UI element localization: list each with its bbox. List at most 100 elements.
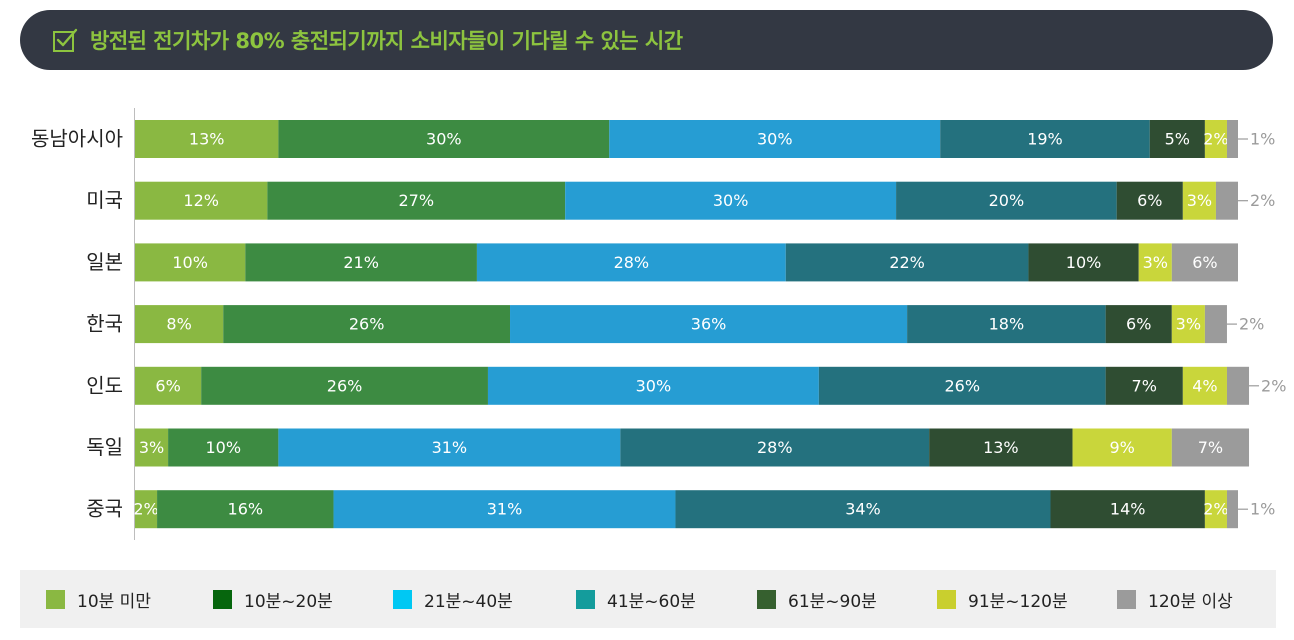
data-label: 10% bbox=[205, 438, 241, 457]
data-label: 18% bbox=[989, 315, 1025, 334]
bar-segment bbox=[1050, 490, 1205, 529]
legend-swatch bbox=[46, 589, 65, 609]
data-label: 2% bbox=[133, 500, 158, 519]
data-label: 26% bbox=[327, 376, 363, 395]
data-label: 13% bbox=[983, 438, 1019, 457]
bar-segment bbox=[1028, 243, 1139, 282]
bar-segment bbox=[476, 243, 786, 282]
legend-label: 61분~90분 bbox=[788, 591, 877, 612]
bar-segment bbox=[1149, 120, 1205, 158]
data-label: 31% bbox=[432, 438, 468, 457]
legend-label: 10분~20분 bbox=[244, 591, 333, 612]
category-label: 독일 bbox=[86, 435, 123, 459]
data-label: 30% bbox=[713, 191, 749, 210]
data-label: 19% bbox=[1027, 130, 1063, 149]
bar-segment bbox=[1215, 181, 1238, 220]
bar-segment bbox=[896, 181, 1117, 220]
data-label: 7% bbox=[1132, 376, 1157, 395]
category-label: 인도 bbox=[86, 373, 123, 397]
legend-swatch bbox=[757, 589, 776, 609]
data-label: 1% bbox=[1250, 500, 1275, 519]
chart-legend: 10분 미만 10분~20분 21분~40분 41분~60분 61분~90분 91분~12… bbox=[20, 570, 1276, 628]
legend-item: 21분~40분 bbox=[393, 570, 513, 628]
category-label: 동남아시아 bbox=[31, 127, 123, 151]
bar-segment bbox=[135, 181, 268, 220]
category-label: 일본 bbox=[86, 250, 123, 274]
bar-segment bbox=[135, 490, 158, 529]
category-label: 미국 bbox=[86, 188, 123, 212]
bar-segment bbox=[135, 366, 202, 405]
data-label: 6% bbox=[1126, 315, 1151, 334]
legend-item: 120분 이상 bbox=[1117, 570, 1233, 628]
data-label: 31% bbox=[487, 500, 523, 519]
bar-segment bbox=[785, 243, 1029, 282]
checkbox-icon bbox=[53, 28, 78, 52]
data-label: 2% bbox=[1250, 191, 1275, 210]
data-label: 2% bbox=[1203, 130, 1228, 149]
data-label: 9% bbox=[1109, 438, 1134, 457]
data-label: 10% bbox=[1066, 253, 1102, 272]
bar-segment bbox=[201, 366, 488, 405]
data-label: 2% bbox=[1261, 376, 1286, 395]
data-label: 14% bbox=[1110, 500, 1146, 519]
bar-segment bbox=[510, 305, 908, 344]
bar-segment bbox=[278, 120, 610, 158]
data-label: 6% bbox=[1192, 253, 1217, 272]
bar-segment bbox=[1105, 305, 1172, 344]
bar-segment bbox=[1171, 243, 1238, 282]
bar-segment bbox=[223, 305, 511, 344]
legend-item: 10분 미만 bbox=[46, 570, 151, 628]
data-label: 30% bbox=[757, 130, 793, 149]
bar-segment bbox=[245, 243, 477, 282]
data-label: 28% bbox=[757, 438, 793, 457]
stacked-bar-chart: 동남아시아 13% 30% 30% 19% 5% 2% 1% 미국 12% 27% 30% 20% 6% 3… bbox=[31, 108, 1286, 540]
data-label: 22% bbox=[889, 253, 925, 272]
legend-swatch bbox=[576, 589, 595, 609]
bar-segment bbox=[1204, 120, 1227, 158]
bar-segment bbox=[1171, 305, 1205, 344]
legend-label: 41분~60분 bbox=[607, 591, 696, 612]
data-label: 5% bbox=[1165, 130, 1190, 149]
legend-swatch bbox=[1117, 589, 1136, 609]
bar-segment bbox=[609, 120, 941, 158]
bar-segment bbox=[487, 366, 819, 405]
bar-segment bbox=[818, 366, 1106, 405]
bar-segment bbox=[1116, 181, 1183, 220]
bar-segment bbox=[135, 120, 279, 158]
data-label: 20% bbox=[989, 191, 1025, 210]
data-label: 3% bbox=[139, 438, 164, 457]
data-label: 30% bbox=[426, 130, 462, 149]
bar-segment bbox=[168, 428, 279, 467]
bar-segment bbox=[267, 181, 566, 220]
data-label: 34% bbox=[845, 500, 881, 519]
bar-segment bbox=[1072, 428, 1172, 467]
bar-segment bbox=[1171, 428, 1250, 467]
legend-label: 21분~40분 bbox=[424, 591, 513, 612]
bar-segment bbox=[135, 243, 246, 282]
bar-segment bbox=[929, 428, 1073, 467]
data-label: 13% bbox=[189, 130, 225, 149]
data-label: 36% bbox=[691, 315, 727, 334]
legend-label: 10분 미만 bbox=[77, 591, 151, 612]
data-label: 4% bbox=[1192, 376, 1217, 395]
bar-segment bbox=[1226, 490, 1238, 529]
bar-segment bbox=[1204, 490, 1227, 529]
chart-title: 방전된 전기차가 80% 충전되기까지 소비자들이 기다릴 수 있는 시간 bbox=[90, 29, 683, 53]
data-label: 12% bbox=[183, 191, 219, 210]
data-label: 3% bbox=[1187, 191, 1212, 210]
bar-segment bbox=[1226, 120, 1238, 158]
data-label: 27% bbox=[398, 191, 434, 210]
bar-segment bbox=[620, 428, 930, 467]
bar-segment bbox=[135, 428, 169, 467]
data-label: 3% bbox=[1176, 315, 1201, 334]
data-label: 10% bbox=[172, 253, 208, 272]
data-label: 2% bbox=[1239, 315, 1264, 334]
data-label: 16% bbox=[228, 500, 264, 519]
legend-item: 41분~60분 bbox=[576, 570, 696, 628]
bar-segment bbox=[907, 305, 1106, 344]
data-label: 30% bbox=[636, 376, 672, 395]
data-label: 21% bbox=[343, 253, 379, 272]
data-label: 26% bbox=[349, 315, 385, 334]
bar-segment bbox=[278, 428, 621, 467]
legend-item: 61분~90분 bbox=[757, 570, 877, 628]
